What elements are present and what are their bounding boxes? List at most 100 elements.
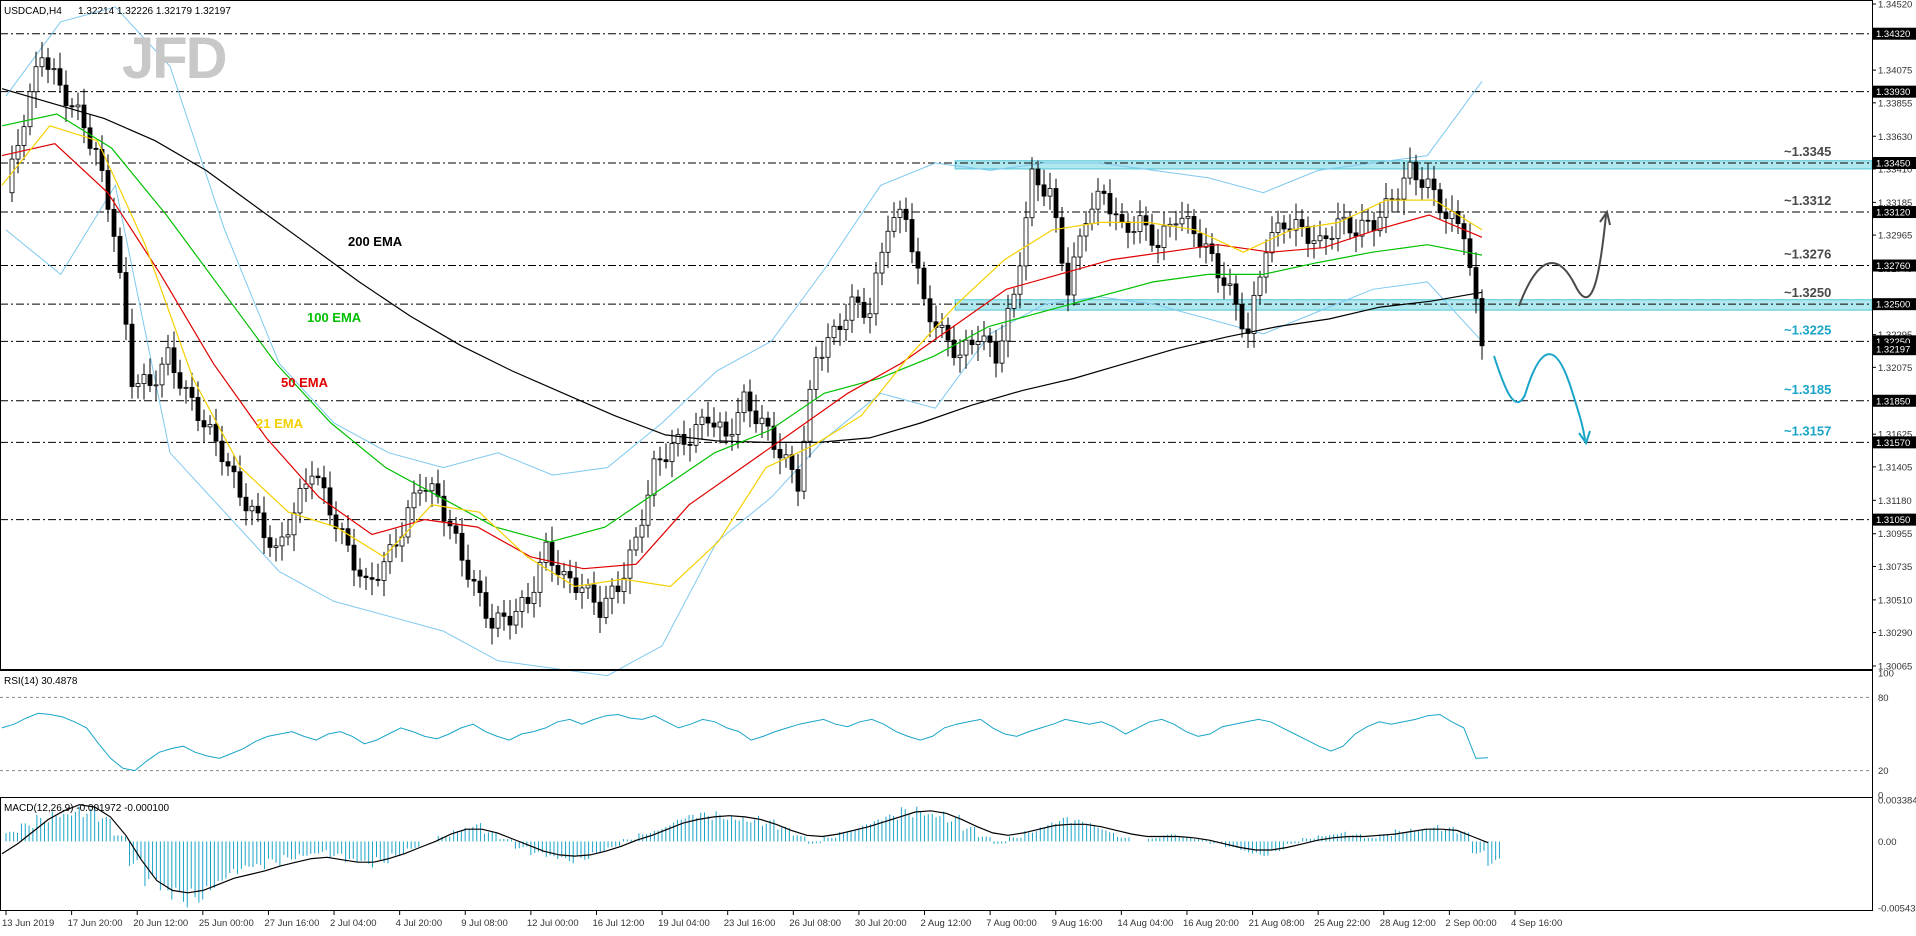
chart-ohlc: 1.32214 1.32226 1.32179 1.32197 <box>78 6 231 17</box>
candle-body <box>1293 219 1299 231</box>
candle-body <box>75 104 81 108</box>
candle-body <box>609 585 615 599</box>
candle-body <box>345 528 351 546</box>
candle-body <box>471 578 477 582</box>
candle-body <box>1461 223 1467 240</box>
candle-body <box>873 272 879 315</box>
level-label: ~1.3250 <box>1784 285 1831 300</box>
candle-body <box>651 458 657 496</box>
level-tag-box <box>1873 156 1916 169</box>
candle-body <box>273 545 279 548</box>
bb-lower <box>5 183 1483 677</box>
candle-body <box>717 421 723 428</box>
time-tick-label: 4 Sep 16:00 <box>1511 918 1562 929</box>
candle-body <box>1281 222 1287 230</box>
candle-body <box>45 57 51 70</box>
jfd-logo: JFD <box>122 26 226 91</box>
candle-body <box>1083 223 1089 237</box>
level-label: ~1.3157 <box>1784 423 1831 438</box>
candle-body <box>237 471 243 498</box>
candle-body <box>1137 215 1143 232</box>
candle-body <box>927 298 933 323</box>
candle-body <box>225 461 231 467</box>
candle-body <box>741 391 747 414</box>
candle-body <box>291 512 297 536</box>
time-tick-label: 17 Jun 20:00 <box>68 918 123 929</box>
bb-upper <box>5 6 1483 476</box>
candle-body <box>543 541 549 563</box>
level-tag: 1.33120 <box>1876 208 1910 219</box>
candle-body <box>987 335 993 343</box>
time-tick-label: 16 Aug 20:00 <box>1183 918 1239 929</box>
candle-body <box>159 363 165 386</box>
candle-body <box>837 325 843 330</box>
level-tag: 1.32250 <box>1876 337 1910 348</box>
time-tick-label: 30 Jul 20:00 <box>855 918 907 929</box>
candle-body <box>1473 267 1479 299</box>
price-tick-label: 1.31180 <box>1878 496 1912 507</box>
ema50-line <box>1 143 1483 570</box>
candle-body <box>1125 221 1131 233</box>
candle-body <box>411 492 417 509</box>
candle-body <box>807 388 813 442</box>
macd-panel <box>1 804 1500 908</box>
price-tick-label: 1.33630 <box>1878 132 1912 143</box>
candle-body <box>573 577 579 593</box>
rsi-line <box>1 712 1489 772</box>
candle-body <box>813 357 819 390</box>
level-tag-box <box>1873 206 1916 219</box>
candle-body <box>663 459 669 463</box>
candle-body <box>1107 193 1113 215</box>
candle-body <box>771 425 777 450</box>
ema-labels: 200 EMA 100 EMA 50 EMA 21 EMA <box>256 234 403 431</box>
candle-body <box>1227 283 1233 286</box>
candle-body <box>891 217 897 232</box>
candle-body <box>1053 188 1059 219</box>
candle-body <box>261 512 267 539</box>
candle-body <box>945 324 951 341</box>
candle-body <box>1077 235 1083 258</box>
candle-body <box>1011 293 1017 309</box>
candle-body <box>1353 232 1359 237</box>
candle-body <box>1143 215 1149 226</box>
candle-body <box>1239 303 1245 330</box>
candle-body <box>915 251 921 269</box>
candle-body <box>279 536 285 547</box>
candle-body <box>441 495 447 522</box>
candle-body <box>1071 256 1077 296</box>
price-tick-label: 1.32965 <box>1878 231 1912 242</box>
candle-body <box>1269 232 1275 254</box>
candle-body <box>1059 217 1065 264</box>
price-tick-label: 1.33410 <box>1878 164 1912 175</box>
candle-body <box>387 544 393 563</box>
candle-body <box>171 347 177 374</box>
candle-body <box>381 561 387 581</box>
price-tick-label: 1.30955 <box>1878 529 1912 540</box>
candle-body <box>1113 213 1119 216</box>
candle-body <box>177 372 183 389</box>
candle-body <box>969 339 975 346</box>
level-tag: 1.33450 <box>1876 158 1910 169</box>
candle-body <box>921 267 927 300</box>
candle-body <box>849 296 855 321</box>
rsi-panel <box>0 696 1872 772</box>
candle-body <box>57 68 63 86</box>
rsi-tick-label: 100 <box>1878 669 1894 680</box>
candle-body <box>879 251 885 274</box>
candle-body <box>1407 161 1413 179</box>
time-tick-label: 25 Jun 00:00 <box>199 918 254 929</box>
candle-body <box>567 571 573 579</box>
time-tick-label: 26 Jul 08:00 <box>789 918 841 929</box>
candle-body <box>1029 168 1035 219</box>
candle-body <box>105 170 111 210</box>
candle-body <box>1365 219 1371 222</box>
candle-body <box>843 319 849 330</box>
candle-body <box>195 397 201 422</box>
candle-body <box>9 158 15 194</box>
time-tick-label: 14 Aug 04:00 <box>1117 918 1173 929</box>
macd-panel-frame <box>0 797 1873 911</box>
candle-body <box>357 569 363 577</box>
candle-body <box>321 477 327 489</box>
time-tick-label: 7 Aug 00:00 <box>986 918 1037 929</box>
candle-body <box>1149 224 1155 246</box>
